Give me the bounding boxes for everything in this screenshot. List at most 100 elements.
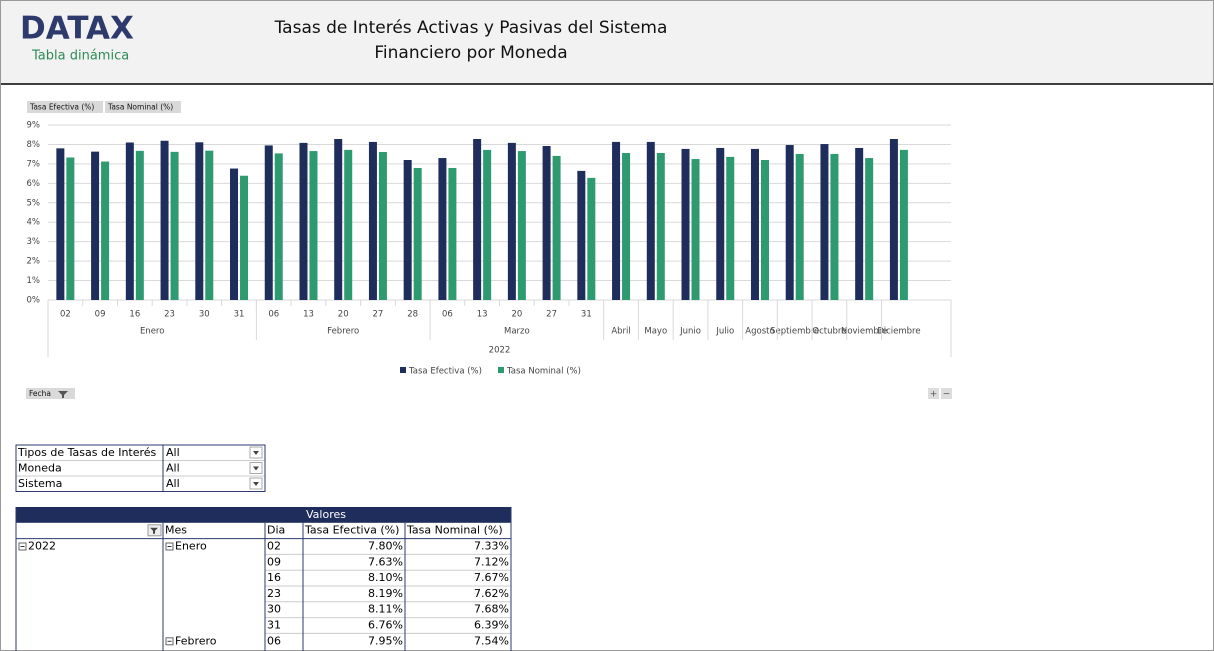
pivot-cell: Febrero — [175, 634, 217, 647]
filter-value: All — [166, 477, 180, 490]
y-tick-label: 9% — [27, 121, 41, 131]
y-tick-label: 6% — [27, 179, 41, 189]
pivot-header: Tasa Efectiva (%) — [304, 524, 399, 537]
pivot-cell: 02 — [267, 540, 281, 553]
y-tick-label: 7% — [27, 159, 41, 169]
bar — [899, 149, 908, 300]
x-year-label: 2022 — [489, 346, 511, 356]
x-group-label: Octubre — [812, 327, 846, 337]
pivot-cell: 09 — [267, 555, 281, 568]
x-tick-label: 06 — [268, 310, 279, 320]
legend-label: Tasa Nominal (%) — [506, 367, 581, 377]
pivot-cell: 2022 — [28, 540, 56, 553]
plus: + — [930, 390, 938, 400]
filter-label: Tipos de Tasas de Interés — [17, 446, 157, 459]
pivot-cell: 7.95% — [368, 634, 403, 647]
pivot-cell: 7.80% — [368, 540, 403, 553]
x-group-label: Febrero — [327, 327, 359, 337]
zoom-buttons[interactable]: + − — [928, 388, 952, 400]
field-button[interactable] — [27, 101, 103, 113]
bar — [56, 148, 65, 300]
legend-swatch — [400, 367, 406, 373]
x-tick-label: 13 — [303, 310, 314, 320]
logo: DATAX — [20, 11, 134, 47]
y-tick-label: 3% — [27, 237, 41, 247]
y-tick-label: 4% — [27, 218, 41, 228]
x-tick-label: 27 — [546, 310, 557, 320]
pivot-header: Mes — [165, 524, 187, 537]
x-group-label: Mayo — [644, 327, 667, 337]
dropdown-arrow — [253, 451, 259, 455]
bar — [865, 158, 874, 300]
y-tick-label: 0% — [27, 296, 41, 306]
x-tick-label: 31 — [234, 310, 245, 320]
field-button-label: Tasa Efectiva (%) — [29, 103, 94, 112]
bar — [344, 149, 353, 300]
title: Financiero por Moneda — [374, 43, 567, 63]
y-tick-label: 2% — [27, 257, 41, 267]
x-tick-label: 23 — [164, 310, 175, 320]
bar — [205, 150, 214, 300]
expand-button[interactable] — [928, 388, 939, 399]
x-group-label: Julio — [715, 327, 734, 337]
bar — [587, 177, 596, 300]
pivot-cell: 7.12% — [474, 555, 509, 568]
filter-label: Sistema — [18, 477, 62, 490]
x-tick-label: 16 — [129, 310, 140, 320]
field-button[interactable] — [105, 101, 181, 113]
bar — [785, 145, 794, 300]
pivot-caption-band — [16, 507, 511, 523]
pivot-header: Dia — [267, 524, 285, 537]
bar — [378, 152, 387, 300]
bar — [413, 167, 422, 300]
bar — [483, 149, 492, 300]
bar — [820, 144, 829, 300]
bar — [309, 151, 318, 300]
filter-icon — [58, 391, 68, 398]
bar — [507, 142, 516, 300]
y-tick-label: 1% — [27, 276, 41, 286]
bar — [438, 158, 447, 300]
pivot-cell: 7.62% — [474, 587, 509, 600]
pivot-cell: 16 — [267, 571, 281, 584]
bar — [760, 160, 769, 300]
bar — [552, 155, 561, 300]
pivot-cell: Enero — [175, 540, 207, 553]
minus: − — [943, 390, 951, 400]
bar — [448, 167, 457, 300]
dropdown-arrow — [253, 466, 259, 471]
pivot-cell: 8.19% — [368, 587, 403, 600]
bar — [473, 139, 482, 300]
bar — [125, 142, 134, 300]
pivot-cell: 7.63% — [368, 555, 403, 568]
bar — [101, 161, 110, 300]
filter-icon — [150, 527, 158, 534]
bar — [716, 147, 725, 300]
x-group-label: Noviembre — [841, 327, 887, 337]
bar — [299, 142, 308, 300]
bar — [691, 159, 700, 300]
bar — [542, 146, 551, 300]
field-button[interactable] — [26, 388, 75, 399]
pivot-cell: 06 — [267, 634, 281, 647]
title: Tasas de Interés Activas y Pasivas del S… — [274, 18, 668, 38]
x-group-label: Septiembre — [770, 327, 819, 337]
logo-subtitle: Tabla dinámica — [31, 49, 129, 64]
bar — [517, 151, 526, 300]
bar — [264, 145, 273, 300]
bar — [889, 139, 898, 300]
x-group-label: Abril — [611, 327, 630, 337]
y-tick-label: 5% — [27, 198, 41, 208]
bar — [135, 150, 144, 300]
x-tick-label: 20 — [338, 310, 349, 320]
pivot-cell: 8.11% — [368, 603, 403, 616]
pivot-cell: 7.68% — [474, 603, 509, 616]
field-button-label: Tasa Nominal (%) — [107, 103, 173, 112]
pivot-cell: 6.39% — [474, 619, 509, 632]
x-tick-label: 31 — [581, 310, 592, 320]
bar — [274, 153, 283, 300]
pivot-cell: 7.67% — [474, 571, 509, 584]
collapse-button[interactable] — [941, 388, 952, 399]
